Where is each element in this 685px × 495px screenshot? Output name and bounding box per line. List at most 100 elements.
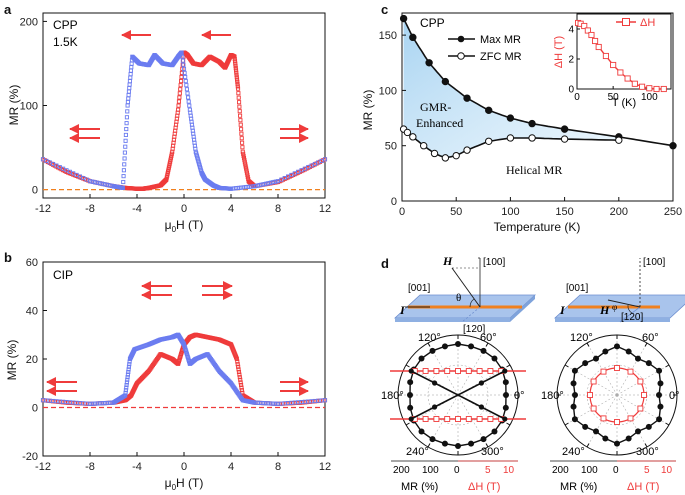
- polar-tick: [506, 422, 511, 426]
- schematic-theta: [001] [100] [120] H I θ: [393, 254, 537, 335]
- mr-point: [455, 443, 461, 449]
- mr-point: [441, 440, 448, 447]
- data-point: [179, 70, 184, 75]
- data-point: [124, 385, 129, 390]
- data-point: [185, 91, 190, 96]
- schem2-001: [001]: [566, 283, 588, 294]
- data-point: [126, 92, 131, 98]
- schem2-100: [100]: [643, 257, 665, 268]
- inset-point: [660, 85, 667, 93]
- data-point: [124, 382, 129, 388]
- data-point: [506, 114, 515, 122]
- inset-point: [631, 80, 638, 87]
- panel-b-letter: b: [4, 250, 12, 265]
- data-point: [241, 156, 247, 161]
- data-point: [560, 135, 569, 143]
- data-point: [183, 74, 188, 80]
- panel-c-letter: c: [381, 2, 388, 17]
- data-point: [129, 65, 134, 70]
- data-point: [430, 149, 439, 158]
- r1-mr-200: 200: [393, 465, 410, 476]
- r2-mr-0: 0: [613, 465, 619, 476]
- data-point: [409, 33, 417, 42]
- ytick-label: 50: [385, 141, 397, 153]
- r1-dh-label: ΔH (T): [468, 481, 500, 493]
- inset-ytick-label: 2: [568, 55, 574, 66]
- data-point: [184, 83, 189, 88]
- mr-point: [656, 392, 662, 398]
- data-point: [180, 58, 185, 63]
- inset-frame: [576, 13, 672, 90]
- series-red: [40, 50, 328, 191]
- data-point: [240, 149, 245, 154]
- r2-dh-5: 5: [644, 465, 650, 476]
- data-point: [239, 136, 244, 141]
- inset-point: [624, 75, 631, 82]
- mr-point: [614, 343, 620, 350]
- p1-angle-0: 0°: [514, 390, 525, 402]
- mr-point: [480, 347, 487, 354]
- series-blue: [40, 50, 328, 191]
- data-point: [240, 140, 245, 145]
- mr-point: [582, 423, 589, 430]
- radial-axis-1: 200 100 0 5 10 MR (%) ΔH (T): [391, 460, 518, 493]
- mr-point: [407, 392, 413, 398]
- panel-b-axes: -12 -8 -4 0 4 8 12 -20 0 20 40 60: [22, 257, 331, 473]
- data-point: [121, 168, 126, 173]
- polar-tick: [564, 422, 569, 426]
- data-point: [233, 63, 238, 68]
- mr-point: [645, 423, 652, 430]
- data-point: [122, 156, 127, 161]
- data-point: [232, 56, 237, 62]
- data-point: [528, 134, 536, 142]
- dh-point: [600, 368, 607, 375]
- data-point: [506, 134, 515, 142]
- data-point: [244, 168, 249, 173]
- mr-point: [418, 355, 425, 362]
- data-point: [237, 104, 242, 109]
- data-point: [123, 388, 128, 393]
- data-point: [322, 398, 328, 403]
- dh-point: [600, 415, 607, 422]
- mr-point: [602, 435, 609, 442]
- dh-point: [422, 368, 429, 374]
- polar-tick: [405, 422, 410, 426]
- data-point: [235, 359, 240, 364]
- r2-dh-10: 10: [661, 465, 673, 476]
- data-point: [176, 107, 181, 112]
- panel-a-letter: a: [4, 2, 12, 17]
- data-point: [127, 82, 132, 87]
- xtick-label: 0: [181, 203, 187, 215]
- data-point: [126, 89, 131, 94]
- mr-point: [478, 380, 484, 386]
- inset-point: [592, 37, 599, 45]
- inset-plot: [575, 19, 667, 93]
- data-point: [179, 74, 184, 80]
- data-point: [235, 86, 241, 91]
- inset-point: [639, 83, 646, 90]
- dh-point: [487, 416, 494, 422]
- data-point: [125, 109, 130, 114]
- panel-c-plot: [399, 14, 677, 162]
- data-point: [179, 79, 184, 84]
- data-point: [245, 172, 250, 177]
- data-point: [177, 91, 182, 96]
- data-point: [233, 66, 238, 71]
- mr-point: [656, 416, 663, 423]
- polar-tick: [427, 342, 431, 347]
- data-point: [322, 157, 328, 162]
- mr-point: [441, 343, 448, 350]
- dh-point: [465, 368, 472, 374]
- mr-point: [582, 360, 589, 367]
- r1-mr-100: 100: [422, 465, 439, 476]
- data-point: [122, 150, 127, 155]
- polar-tick: [665, 364, 670, 368]
- panel-b-frame: [42, 261, 326, 457]
- data-point: [236, 364, 241, 369]
- data-point: [176, 103, 181, 108]
- data-point: [399, 14, 408, 23]
- mr-point: [407, 404, 414, 411]
- mr-point: [602, 348, 609, 355]
- data-point: [124, 121, 129, 126]
